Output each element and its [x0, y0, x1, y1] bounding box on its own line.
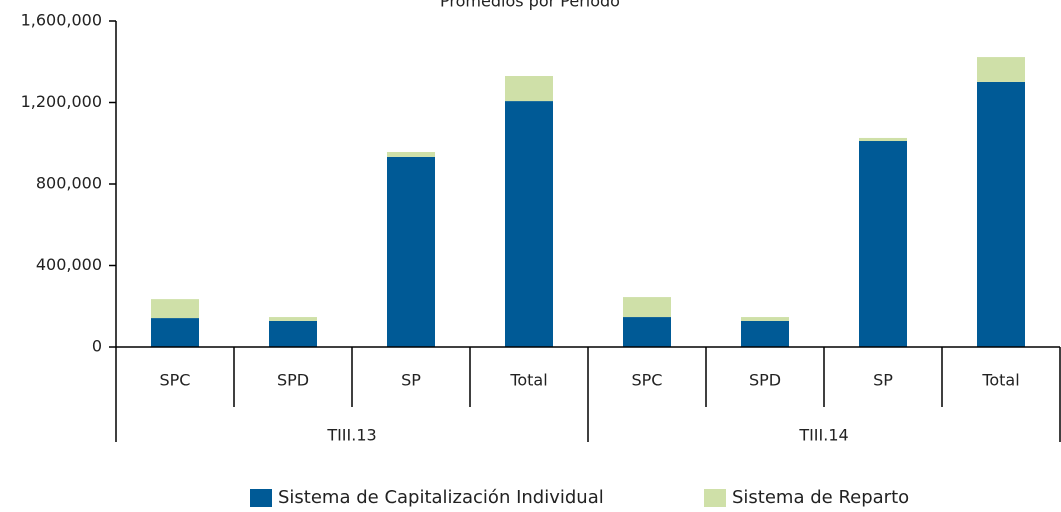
legend-label: Sistema de Capitalización Individual: [278, 487, 604, 508]
bar-segment: [623, 297, 671, 318]
bar-segment: [505, 101, 553, 347]
bar-segment: [387, 156, 435, 347]
x-tick-label: Total: [981, 371, 1019, 390]
group-label: TIII.13: [326, 426, 376, 445]
bar-segment: [151, 299, 199, 319]
y-tick-label: 1,600,000: [21, 11, 102, 30]
legend-swatch: [250, 489, 272, 507]
x-tick-label: SPC: [632, 371, 663, 390]
chart-title: Promedios por Período: [440, 0, 620, 11]
x-tick-label: Total: [509, 371, 547, 390]
bar-segment: [387, 152, 435, 157]
bar-segment: [859, 137, 907, 142]
bar-segment: [505, 76, 553, 102]
y-tick-label: 1,200,000: [21, 92, 102, 111]
x-tick-label: SP: [873, 371, 893, 390]
legend-label: Sistema de Reparto: [732, 487, 909, 508]
bar-segment: [741, 317, 789, 321]
bar-segment: [623, 317, 671, 347]
bar-segment: [269, 317, 317, 321]
y-tick-label: 0: [92, 337, 102, 356]
bar-segment: [859, 141, 907, 347]
x-tick-label: SPD: [749, 371, 781, 390]
x-tick-label: SPC: [160, 371, 191, 390]
legend-swatch: [704, 489, 726, 507]
bar-segment: [269, 320, 317, 347]
y-tick-label: 800,000: [36, 174, 102, 193]
group-label: TIII.14: [798, 426, 848, 445]
bar-segment: [977, 81, 1025, 347]
bar-segment: [741, 320, 789, 347]
x-tick-label: SPD: [277, 371, 309, 390]
bar-segment: [151, 318, 199, 347]
x-tick-label: SP: [401, 371, 421, 390]
y-tick-label: 400,000: [36, 255, 102, 274]
bar-segment: [977, 57, 1025, 82]
